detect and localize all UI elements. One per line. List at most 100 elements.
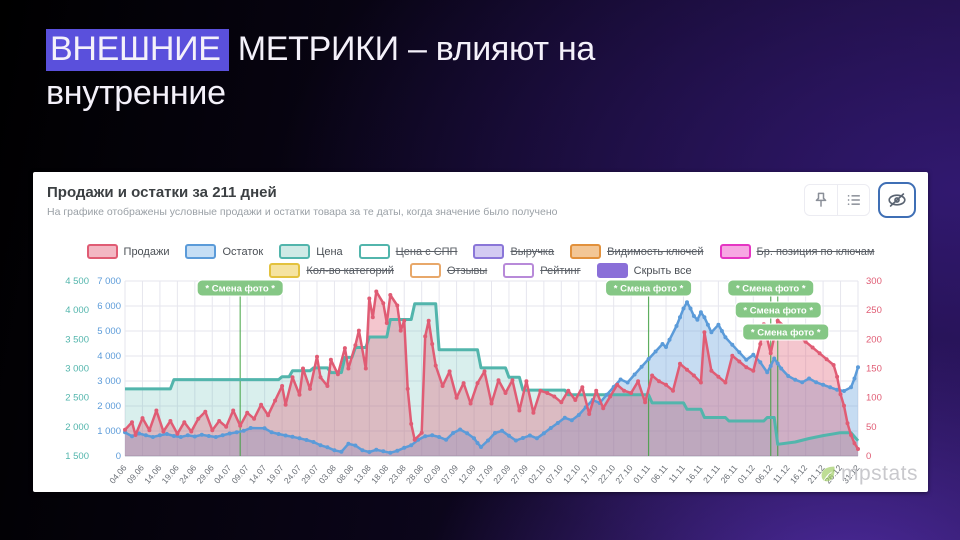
svg-text:0: 0 [866,451,871,462]
svg-text:4 000: 4 000 [97,351,121,362]
slide-title: ВНЕШНИЕ МЕТРИКИ – влияют на внутренние [46,28,776,115]
svg-text:01.12: 01.12 [735,463,757,486]
svg-text:2 500: 2 500 [65,393,89,404]
legend-swatch-icon [473,244,505,259]
svg-text:6 000: 6 000 [97,301,121,312]
svg-text:27.10: 27.10 [613,463,635,486]
svg-text:11.12: 11.12 [771,463,792,485]
svg-text:3 000: 3 000 [97,376,121,387]
watermark: mpstats [817,462,918,486]
svg-text:16.11: 16.11 [684,463,705,485]
legend-swatch-icon [503,263,535,278]
list-button[interactable] [837,185,869,215]
svg-text:18.08: 18.08 [369,463,391,486]
svg-text:4 000: 4 000 [65,305,89,316]
legend-label: Цена с СПП [395,245,458,258]
legend-label: Кол-во категорий [306,264,394,277]
svg-text:100: 100 [866,393,882,404]
legend-swatch-icon [279,244,311,259]
legend-item[interactable]: Выручка [473,244,554,259]
slide-title-rest: МЕТРИКИ – влияют на внутренние [46,30,595,112]
svg-text:24.06: 24.06 [177,463,199,486]
svg-text:7 000: 7 000 [97,276,121,287]
svg-text:06.11: 06.11 [649,463,670,485]
svg-text:300: 300 [866,276,882,287]
svg-text:26.11: 26.11 [718,463,739,485]
svg-text:* Смена фото *: * Смена фото * [751,328,821,339]
svg-text:1 000: 1 000 [97,426,121,437]
svg-text:2 000: 2 000 [97,401,121,412]
svg-text:200: 200 [866,334,882,345]
svg-text:08.08: 08.08 [334,463,356,486]
slide-title-highlight: ВНЕШНИЕ [46,29,229,71]
legend-item[interactable]: Остаток [185,244,263,259]
legend-swatch-icon [269,263,301,278]
svg-text:16.12: 16.12 [788,463,810,486]
svg-text:22.09: 22.09 [491,463,513,486]
svg-text:02.09: 02.09 [421,463,443,486]
legend-item[interactable]: Продажи [86,244,169,259]
svg-text:17.10: 17.10 [578,463,600,486]
legend-swatch-icon [570,244,602,259]
svg-text:01.11: 01.11 [631,463,652,485]
hide-series-button[interactable] [878,182,916,218]
legend-label: Остаток [222,245,264,258]
svg-text:06.12: 06.12 [753,463,775,486]
svg-text:3 500: 3 500 [65,334,89,345]
svg-text:150: 150 [866,364,882,375]
legend-label: Скрыть все [633,264,692,277]
svg-text:21.11: 21.11 [701,463,722,485]
legend-item[interactable]: Цена с СПП [358,244,458,259]
svg-text:04.07: 04.07 [212,463,234,486]
svg-text:29.06: 29.06 [194,463,216,486]
chart-card-title: Продажи и остатки за 211 дней [47,184,277,201]
svg-text:14.06: 14.06 [142,463,164,486]
svg-text:12.09: 12.09 [456,463,478,486]
legend-label: Отзывы [446,264,488,277]
svg-text:50: 50 [866,422,877,433]
legend-swatch-icon [596,263,628,278]
svg-text:23.08: 23.08 [386,463,408,486]
leaf-icon [821,466,835,482]
chart-card: Продажи и остатки за 211 дней На графике… [33,172,928,492]
legend-item[interactable]: Бр. позиция по ключам [719,244,875,259]
svg-text:03.08: 03.08 [317,463,339,486]
pin-icon [815,192,827,207]
svg-text:4 500: 4 500 [65,276,89,287]
svg-text:* Смена фото *: * Смена фото * [736,284,806,295]
legend-swatch-icon [409,263,441,278]
pin-button[interactable] [805,185,837,215]
legend-item[interactable]: Скрыть все [596,263,692,278]
legend-item[interactable]: Кол-во категорий [269,263,394,278]
chart-card-subtitle: На графике отображены условные продажи и… [47,206,558,218]
svg-text:24.07: 24.07 [282,463,304,486]
legend-label: Рейтинг [540,264,581,277]
legend-label: Цена [316,245,343,258]
chart-legend: Продажи Остаток Цена Цена с СПП Выручка Видим… [33,242,928,280]
legend-row: Кол-во категорий Отзывы Рейтинг Скрыть все [33,261,928,280]
legend-item[interactable]: Цена [279,244,343,259]
svg-text:02.10: 02.10 [526,463,548,486]
svg-text:19.07: 19.07 [264,463,286,486]
legend-item[interactable]: Рейтинг [503,263,581,278]
legend-swatch-icon [719,244,751,259]
svg-text:07.10: 07.10 [544,463,566,486]
svg-text:3 000: 3 000 [65,364,89,375]
watermark-text: mpstats [840,462,918,485]
svg-text:2 000: 2 000 [65,422,89,433]
legend-item[interactable]: Видимость ключей [570,244,704,259]
svg-text:14.07: 14.07 [247,463,269,486]
legend-row: Продажи Остаток Цена Цена с СПП Выручка Видим… [33,242,928,261]
legend-item[interactable]: Отзывы [409,263,488,278]
svg-text:09.06: 09.06 [125,463,147,486]
svg-text:07.09: 07.09 [439,463,461,486]
svg-text:* Смена фото *: * Смена фото * [743,306,813,317]
legend-label: Выручка [510,245,555,258]
chart-canvas[interactable]: 4 500 4 000 3 500 3 000 2 500 2 000 1 500 7 000… [33,172,928,492]
svg-text:04.06: 04.06 [107,463,129,486]
legend-swatch-icon [358,244,390,259]
legend-label: Бр. позиция по ключам [756,245,875,258]
eye-off-icon [888,193,906,207]
svg-text:17.09: 17.09 [474,463,496,486]
